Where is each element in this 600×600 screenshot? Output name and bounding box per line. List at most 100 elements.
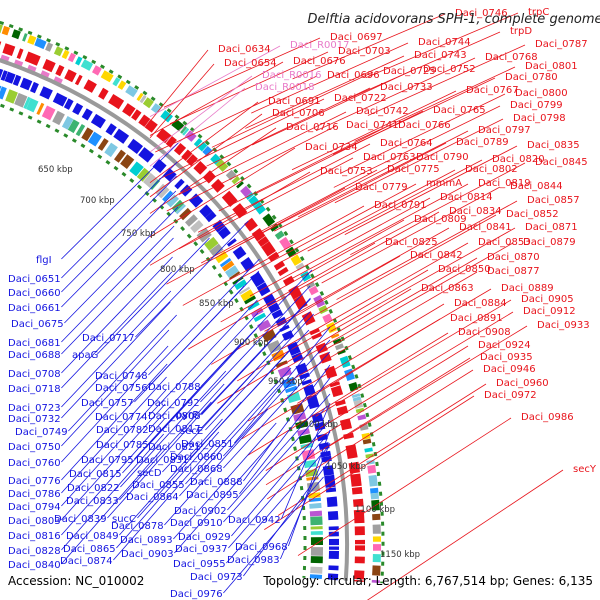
reverse-gene-label[interactable]: Daci_0833 [66,496,119,507]
reverse-gene-label[interactable]: Daci_0786 [8,489,61,500]
reverse-gene-label[interactable]: secE [180,426,203,437]
forward-gene-label[interactable]: secY [573,464,597,475]
reverse-gene-label[interactable]: Daci_0788 [148,382,201,393]
forward-gene-label[interactable]: Daci_0775 [387,164,440,175]
reverse-gene-label[interactable]: Daci_0718 [8,384,61,395]
reverse-gene-label[interactable]: Daci_0757 [81,398,134,409]
reverse-gene-label[interactable]: Daci_0815 [69,469,122,480]
reverse-gene-label[interactable]: Daci_0868 [170,464,223,475]
reverse-gene-label[interactable]: Daci_0878 [111,521,164,532]
forward-gene-label[interactable]: Daci_0798 [513,113,566,124]
forward-gene-label[interactable]: Daci_0791 [374,200,427,211]
forward-gene-label[interactable]: Daci_0853 [478,237,531,248]
reverse-gene-label[interactable]: Daci_0681 [8,338,61,349]
forward-gene-label[interactable]: Daci_0842 [410,250,463,261]
forward-gene-label[interactable]: Daci_0924 [478,340,531,351]
forward-gene-label[interactable]: Daci_0972 [484,390,537,401]
forward-gene-label[interactable]: Daci_0734 [305,142,358,153]
forward-gene-label[interactable]: Daci_0722 [334,93,387,104]
forward-gene-label[interactable]: trpC [528,7,549,18]
reverse-gene-label[interactable]: Daci_0855 [132,480,185,491]
forward-gene-label[interactable]: Daci_0733 [380,82,433,93]
forward-gene-label[interactable]: Daci_0787 [535,39,588,50]
reverse-gene-label[interactable]: Daci_0651 [8,274,61,285]
forward-gene-label[interactable]: Daci_0654 [224,58,277,69]
forward-gene-label[interactable]: Daci_0763 [363,152,416,163]
forward-gene-label[interactable]: Daci_0741 [346,120,399,131]
forward-gene-label[interactable]: Daci_0835 [527,140,580,151]
forward-gene-label[interactable]: Daci_0884 [454,298,507,309]
forward-gene-label[interactable]: Daci_0850 [438,264,491,275]
forward-gene-label[interactable]: Daci_0820 [492,154,545,165]
reverse-gene-label[interactable]: Daci_0732 [8,414,61,425]
reverse-gene-label[interactable]: Daci_0749 [15,427,68,438]
reverse-gene-label[interactable]: Daci_0795 [81,455,134,466]
forward-gene-label[interactable]: Daci_0746 [455,8,508,19]
reverse-gene-label[interactable]: Daci_0776 [8,476,61,487]
reverse-gene-label[interactable]: Daci_0851 [181,439,234,450]
forward-gene-label[interactable]: Daci_0809 [414,214,467,225]
forward-gene-label[interactable]: Daci_0844 [510,181,563,192]
forward-gene-label[interactable]: Daci_0789 [456,137,509,148]
forward-gene-label[interactable]: Daci_0703 [338,46,391,57]
reverse-gene-label[interactable]: Daci_0828 [8,546,61,557]
reverse-gene-label[interactable]: Daci_0839 [54,514,107,525]
reverse-gene-label[interactable]: Daci_0782 [96,425,149,436]
reverse-gene-label[interactable]: Daci_0774 [95,412,148,423]
reverse-gene-label[interactable]: Daci_0723 [8,403,61,414]
forward-gene-label[interactable]: Daci_0797 [478,125,531,136]
reverse-gene-label[interactable]: Daci_0983 [227,555,280,566]
forward-gene-label[interactable]: Daci_0765 [433,105,486,116]
reverse-gene-label[interactable]: Daci_0976 [170,589,223,600]
forward-gene-label[interactable]: Daci_0743 [414,50,467,61]
forward-gene-label[interactable]: Daci_0841 [459,222,512,233]
reverse-gene-label[interactable]: Daci_0750 [8,442,61,453]
forward-gene-label[interactable]: Daci_0933 [537,320,590,331]
forward-gene-label[interactable]: Daci_0905 [521,294,574,305]
forward-gene-label[interactable]: Daci_0764 [380,138,433,149]
reverse-gene-label[interactable]: Daci_0895 [186,490,239,501]
reverse-gene-label[interactable]: Daci_0785 [96,440,149,451]
forward-gene-label[interactable]: Daci_0891 [450,313,503,324]
reverse-gene-label[interactable]: Daci_0748 [95,371,148,382]
reverse-gene-label[interactable]: Daci_0968 [235,542,288,553]
forward-gene-label[interactable]: Daci_0814 [440,192,493,203]
forward-gene-label[interactable]: Daci_0766 [398,120,451,131]
forward-gene-label[interactable]: Daci_0742 [356,106,409,117]
forward-gene-label[interactable]: Daci_0706 [272,108,325,119]
forward-gene-label[interactable]: Daci_0780 [505,72,558,83]
reverse-gene-label[interactable]: Daci_0688 [8,350,61,361]
reverse-gene-label[interactable]: secD [137,468,162,479]
forward-gene-label[interactable]: Daci_0912 [523,306,576,317]
forward-gene-label[interactable]: Daci_0946 [483,364,536,375]
forward-gene-label[interactable]: Daci_0799 [510,100,563,111]
reverse-gene-label[interactable]: Daci_0902 [174,506,227,517]
reverse-gene-label[interactable]: Daci_0973 [190,572,243,583]
forward-gene-label[interactable]: Daci_0852 [506,209,559,220]
forward-gene-label[interactable]: Daci_0744 [418,37,471,48]
forward-gene-label[interactable]: mmmA [426,178,462,189]
forward-gene-label[interactable]: Daci_0935 [480,352,533,363]
forward-gene-label[interactable]: Daci_0801 [525,61,578,72]
forward-gene-label[interactable]: Daci_0767 [466,85,519,96]
forward-gene-label[interactable]: Daci_0697 [330,32,383,43]
reverse-gene-label[interactable]: Daci_0849 [66,531,119,542]
forward-gene-label[interactable]: Daci_0871 [525,222,578,233]
reverse-gene-label[interactable]: Daci_0893 [120,535,173,546]
forward-gene-label[interactable]: Daci_0802 [465,164,518,175]
reverse-gene-label[interactable]: Daci_0840 [8,560,61,571]
reverse-gene-label[interactable]: flgI [36,255,52,266]
reverse-gene-label[interactable]: Daci_0860 [170,452,223,463]
forward-gene-label[interactable]: Daci_0779 [355,182,408,193]
forward-gene-label[interactable]: Daci_0845 [535,157,588,168]
reverse-gene-label[interactable]: Daci_0660 [8,288,61,299]
reverse-gene-label[interactable]: Daci_0794 [8,502,61,513]
forward-gene-label[interactable]: Daci_0752 [423,64,476,75]
reverse-gene-label[interactable]: Daci_0822 [67,483,120,494]
reverse-gene-label[interactable]: apaG [72,350,98,361]
forward-gene-label[interactable]: trpD [510,26,532,37]
reverse-gene-label[interactable]: Daci_0821 [148,442,201,453]
reverse-gene-label[interactable]: Daci_0864 [126,492,179,503]
forward-gene-label[interactable]: Daci_R0018 [255,82,315,93]
forward-gene-label[interactable]: Daci_0676 [293,56,346,67]
